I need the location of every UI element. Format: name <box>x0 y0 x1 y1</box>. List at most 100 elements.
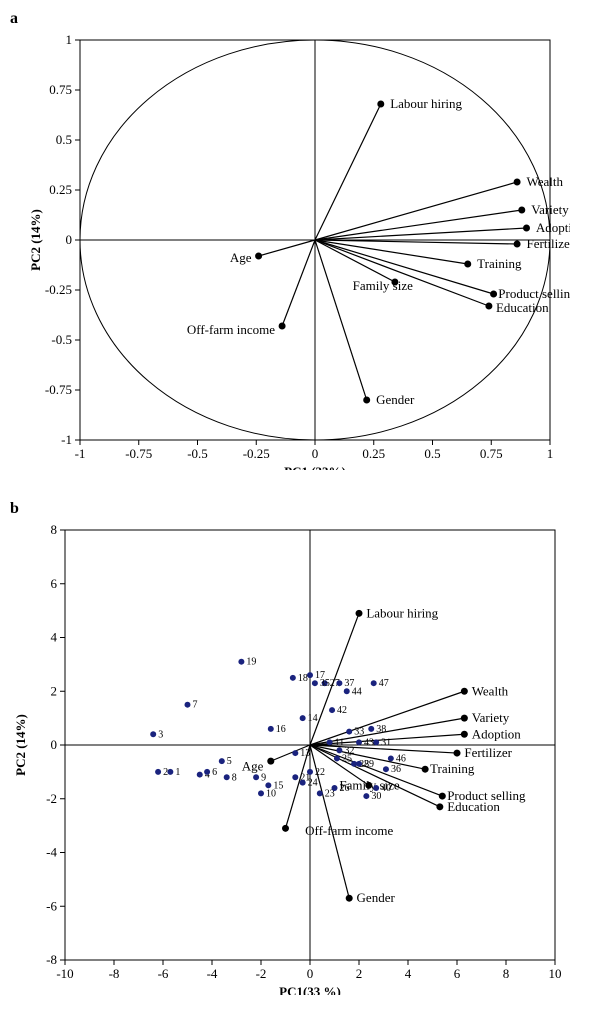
svg-text:Variety: Variety <box>472 710 510 725</box>
svg-text:24: 24 <box>308 778 318 789</box>
svg-text:-2: -2 <box>46 791 57 806</box>
svg-text:Training: Training <box>430 761 475 776</box>
svg-text:14: 14 <box>308 713 318 724</box>
svg-text:-0.5: -0.5 <box>51 332 72 347</box>
svg-text:Adoption: Adoption <box>472 726 522 741</box>
svg-text:-1: -1 <box>61 432 72 447</box>
panel-b: b -10-8-6-4-20246810-8-6-4-202468PC1(33 … <box>10 500 599 995</box>
svg-text:2: 2 <box>51 683 58 698</box>
svg-text:Labour hiring: Labour hiring <box>390 96 462 111</box>
svg-text:-8: -8 <box>109 966 120 981</box>
svg-text:40: 40 <box>381 783 391 794</box>
svg-text:Education: Education <box>496 300 549 315</box>
svg-text:26: 26 <box>340 783 350 794</box>
svg-text:-10: -10 <box>56 966 73 981</box>
svg-text:0: 0 <box>307 966 314 981</box>
svg-text:36: 36 <box>391 764 401 775</box>
svg-text:46: 46 <box>396 753 406 764</box>
svg-text:-4: -4 <box>207 966 218 981</box>
svg-text:2: 2 <box>163 767 168 778</box>
svg-text:8: 8 <box>51 522 58 537</box>
svg-text:31: 31 <box>381 737 391 748</box>
svg-text:Education: Education <box>447 799 500 814</box>
svg-text:0: 0 <box>51 737 58 752</box>
svg-text:4: 4 <box>51 630 58 645</box>
svg-text:-4: -4 <box>46 845 57 860</box>
svg-text:Training: Training <box>477 256 522 271</box>
svg-text:16: 16 <box>276 724 286 735</box>
svg-text:15: 15 <box>273 780 283 791</box>
svg-text:35: 35 <box>320 678 330 689</box>
svg-text:0.75: 0.75 <box>480 446 503 461</box>
svg-text:Age: Age <box>242 759 264 774</box>
svg-text:-2: -2 <box>256 966 267 981</box>
panel-a-label: a <box>10 10 599 28</box>
svg-text:6: 6 <box>212 767 217 778</box>
svg-text:0.5: 0.5 <box>424 446 440 461</box>
svg-text:-0.25: -0.25 <box>243 446 270 461</box>
svg-text:0.5: 0.5 <box>56 132 72 147</box>
svg-text:Off-farm income: Off-farm income <box>305 823 393 838</box>
svg-text:8: 8 <box>503 966 510 981</box>
svg-text:0.75: 0.75 <box>49 82 72 97</box>
svg-text:-6: -6 <box>46 898 57 913</box>
svg-text:44: 44 <box>352 686 362 697</box>
svg-text:11: 11 <box>335 737 345 748</box>
chart-a-svg: -1 -0.75 -0.5 -0.25 0 0.25 0.5 0.75 1 -1 -0.75 -0.5… <box>10 30 570 470</box>
svg-text:Gender: Gender <box>376 392 415 407</box>
svg-text:0: 0 <box>66 232 73 247</box>
svg-text:32: 32 <box>344 745 354 756</box>
svg-text:-0.25: -0.25 <box>45 282 72 297</box>
svg-text:22: 22 <box>315 767 325 778</box>
svg-text:0.25: 0.25 <box>49 182 72 197</box>
svg-text:1: 1 <box>547 446 554 461</box>
svg-text:13: 13 <box>300 748 310 759</box>
svg-text:-0.75: -0.75 <box>125 446 152 461</box>
svg-text:PC2 (14%): PC2 (14%) <box>28 209 43 271</box>
svg-text:19: 19 <box>246 657 256 668</box>
panel-b-label: b <box>10 500 599 518</box>
svg-text:0: 0 <box>312 446 319 461</box>
svg-text:0.25: 0.25 <box>362 446 385 461</box>
svg-text:33: 33 <box>354 727 364 738</box>
svg-text:Adoption: Adoption <box>536 220 570 235</box>
svg-text:29: 29 <box>364 759 374 770</box>
svg-text:2: 2 <box>356 966 363 981</box>
svg-text:Fertilizer: Fertilizer <box>464 745 512 760</box>
chart-b-svg: -10-8-6-4-20246810-8-6-4-202468PC1(33 %)… <box>10 520 570 995</box>
svg-text:10: 10 <box>549 966 562 981</box>
svg-text:38: 38 <box>376 724 386 735</box>
svg-text:1: 1 <box>66 32 73 47</box>
svg-text:6: 6 <box>454 966 461 981</box>
svg-text:Wealth: Wealth <box>527 174 564 189</box>
svg-text:7: 7 <box>193 700 198 711</box>
svg-text:30: 30 <box>371 791 381 802</box>
svg-text:-0.5: -0.5 <box>187 446 208 461</box>
svg-text:1: 1 <box>175 767 180 778</box>
svg-text:8: 8 <box>232 772 237 783</box>
svg-text:6: 6 <box>51 576 58 591</box>
svg-text:Wealth: Wealth <box>472 683 509 698</box>
svg-text:18: 18 <box>298 673 308 684</box>
svg-text:PC2 (14%): PC2 (14%) <box>13 714 28 776</box>
svg-text:-8: -8 <box>46 952 57 967</box>
panel-a: a -1 -0.75 -0.5 -0.25 0 0.25 0.5 0.75 1 -1 -0.75 -0… <box>10 10 599 470</box>
svg-text:42: 42 <box>337 705 347 716</box>
svg-text:Product selling: Product selling <box>498 286 570 301</box>
svg-text:-6: -6 <box>158 966 169 981</box>
svg-text:Fertilizer: Fertilizer <box>527 236 571 251</box>
svg-text:-0.75: -0.75 <box>45 382 72 397</box>
svg-text:Variety: Variety <box>531 202 569 217</box>
svg-text:47: 47 <box>379 678 389 689</box>
svg-text:Age: Age <box>230 250 252 265</box>
svg-text:5: 5 <box>227 756 232 767</box>
svg-text:43: 43 <box>364 737 374 748</box>
svg-text:Gender: Gender <box>357 890 396 905</box>
svg-text:-1: -1 <box>75 446 86 461</box>
svg-text:Off-farm income: Off-farm income <box>187 322 275 337</box>
svg-text:PC1 (33%): PC1 (33%) <box>284 464 346 470</box>
svg-text:3: 3 <box>158 729 163 740</box>
svg-text:9: 9 <box>261 772 266 783</box>
svg-text:Family size: Family size <box>353 278 414 293</box>
svg-text:Labour hiring: Labour hiring <box>366 605 438 620</box>
